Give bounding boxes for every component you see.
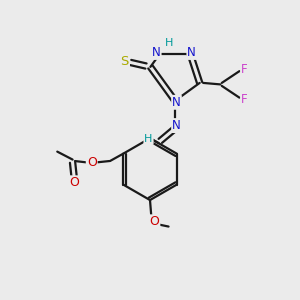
Text: S: S <box>121 55 129 68</box>
Text: N: N <box>172 96 181 109</box>
Text: O: O <box>69 176 79 189</box>
Text: N: N <box>152 46 161 59</box>
Text: F: F <box>241 63 248 76</box>
Text: H: H <box>144 134 153 144</box>
Text: N: N <box>172 119 181 132</box>
Text: O: O <box>87 156 97 169</box>
Text: O: O <box>149 215 159 228</box>
Text: N: N <box>188 46 196 59</box>
Text: F: F <box>241 93 248 106</box>
Text: H: H <box>164 38 173 48</box>
